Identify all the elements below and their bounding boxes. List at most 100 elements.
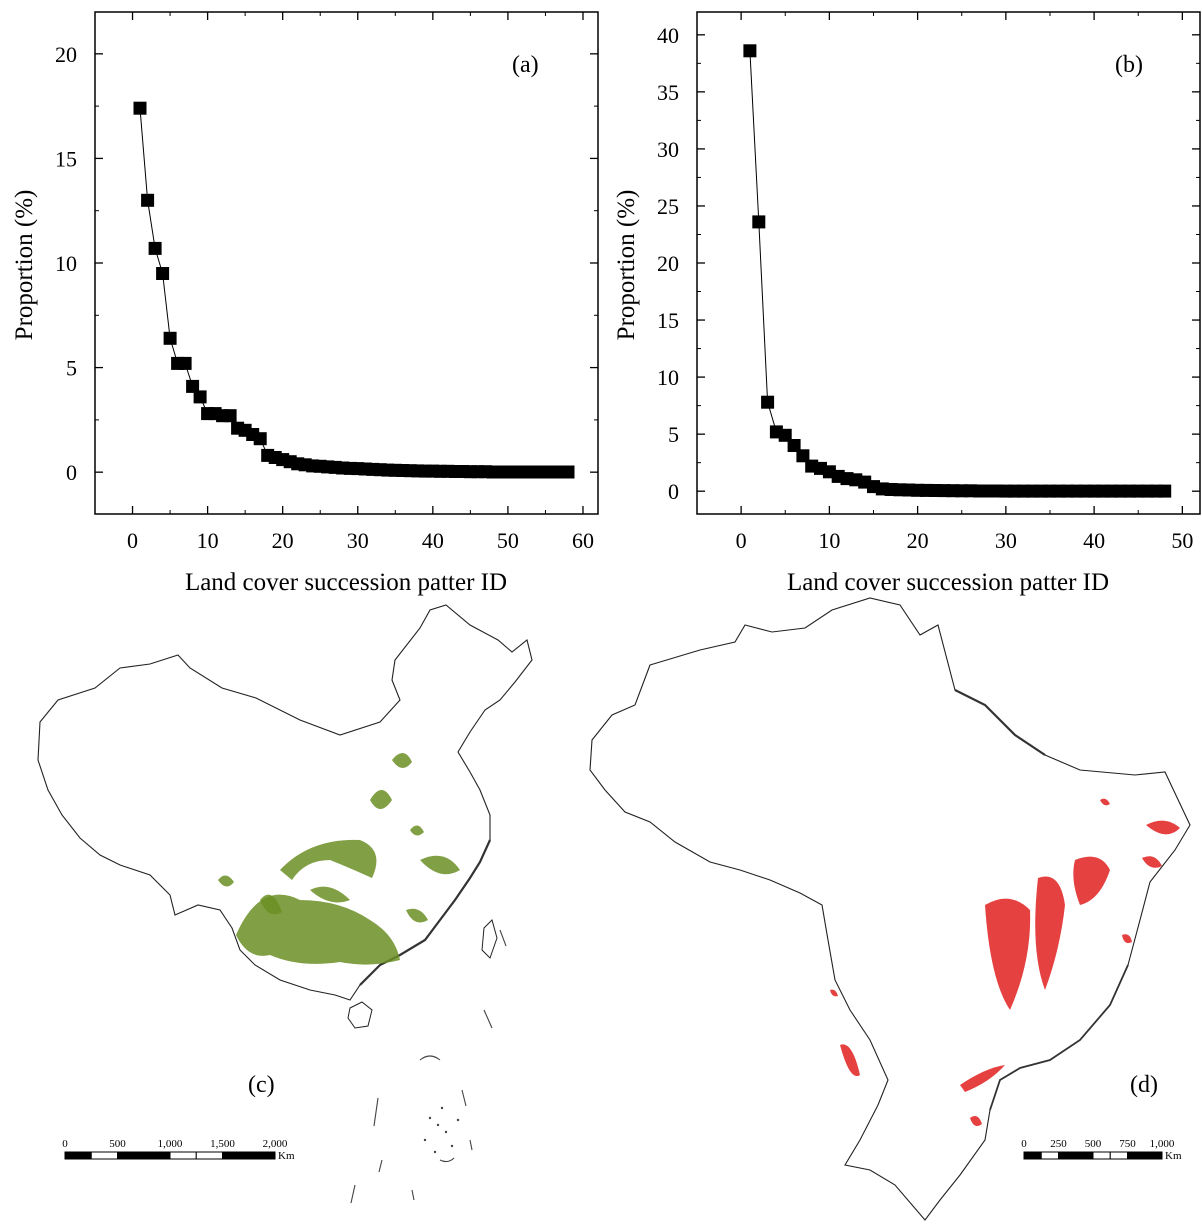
chart-b-x-tick-label: 40 — [1083, 528, 1105, 553]
chart-b-data-point — [796, 449, 810, 463]
map-d-scale-segment — [1023, 1151, 1042, 1160]
chart-b-y-tick-label: 25 — [657, 194, 679, 219]
china-south-sea-dots — [423, 1106, 460, 1154]
brazil-highlight-area — [830, 798, 1180, 1126]
chart-b-x-tick-label: 0 — [736, 528, 747, 553]
chart-a-y-axis-title: Proportion (%) — [11, 190, 38, 341]
map-c-scale-label: 1,500 — [210, 1138, 235, 1150]
chart-a-x-axis-title: Land cover succession patter ID — [185, 569, 507, 596]
chart-b-data-point — [787, 439, 801, 452]
map-d-scale-segment — [1075, 1151, 1094, 1160]
china-south-sea-islands — [350, 929, 507, 1204]
chart-a-data-point — [223, 409, 237, 423]
chart-b-data-point — [1158, 484, 1172, 498]
brazil-outline — [589, 597, 1191, 1221]
chart-b-data-point — [743, 44, 757, 58]
map-d-scale-segment — [1058, 1151, 1077, 1160]
map-d-scale-segment — [1127, 1151, 1146, 1160]
chart-a-x-tick-label: 40 — [422, 528, 444, 553]
chart-b-x-axis-title: Land cover succession patter ID — [787, 569, 1109, 596]
china-highlight-area — [218, 752, 460, 965]
chart-a-x-tick-label: 30 — [347, 528, 369, 553]
chart-b-y-tick-label: 15 — [657, 308, 679, 333]
chart-a-data-point — [561, 465, 575, 479]
chart-a-data-point — [253, 432, 267, 446]
map-c-scale-segment — [195, 1151, 223, 1160]
chart-b-y-tick-label: 0 — [668, 479, 679, 504]
chart-b-series-line — [749, 50, 1165, 492]
map-c-panel-label: (c) — [248, 1072, 275, 1098]
chart-a-data-point — [163, 331, 177, 345]
map-c-scale-segment — [64, 1151, 92, 1160]
map-c-scale-label: 500 — [109, 1138, 126, 1150]
china-outline — [37, 604, 533, 1001]
chart-b-frame — [696, 11, 1201, 515]
chart-b-y-tick-label: 20 — [657, 251, 679, 276]
chart-b-y-tick-label: 40 — [657, 23, 679, 48]
chart-b-x-ticks: 0 10 20 30 40 50 — [696, 12, 1193, 553]
chart-b-data-point — [761, 395, 775, 409]
chart-b-y-tick-label: 30 — [657, 137, 679, 162]
chart-a-x-ticks: 0 10 20 30 40 50 60 — [94, 12, 594, 553]
map-d-scale-segment — [1040, 1151, 1059, 1160]
chart-a-data-point — [178, 356, 192, 370]
chart-b-x-tick-label: 10 — [818, 528, 840, 553]
map-d-scale-segment — [1144, 1151, 1163, 1160]
chart-a: (a) 0 10 20 30 40 50 60 0 5 10 15 20 Land cover su… — [11, 11, 599, 596]
chart-a-y-tick-label: 5 — [66, 356, 77, 381]
chart-b-x-tick-label: 50 — [1171, 528, 1193, 553]
chart-b-y-tick-label: 5 — [668, 422, 679, 447]
map-d-scale-segment — [1092, 1151, 1111, 1160]
chart-b-y-tick-label: 35 — [657, 80, 679, 105]
map-c-scale-label: 0 — [62, 1138, 68, 1150]
map-c-scale-segment — [117, 1151, 145, 1160]
china-island-hainan — [347, 1001, 373, 1029]
map-d-scale-label: 0 — [1021, 1138, 1027, 1150]
brazil-coastline-north — [954, 689, 1046, 756]
chart-b-y-axis-title: Proportion (%) — [613, 190, 640, 341]
map-d-scale-label: 750 — [1119, 1138, 1136, 1150]
chart-a-data-point — [156, 267, 170, 280]
chart-b-y-tick-label: 10 — [657, 365, 679, 390]
chart-b-x-tick-label: 20 — [907, 528, 929, 553]
chart-b-data-point — [778, 428, 792, 442]
chart-a-data-point — [133, 101, 147, 115]
brazil-coastline-southeast — [989, 964, 1129, 1111]
chart-a-series — [133, 101, 575, 479]
chart-b-panel-label: (b) — [1115, 52, 1143, 78]
map-d-scale-unit: Km — [1165, 1150, 1182, 1162]
chart-a-data-point — [193, 390, 207, 404]
chart-a-panel-label: (a) — [512, 52, 539, 78]
chart-a-y-tick-label: 20 — [55, 42, 77, 67]
map-c-scale-segment — [90, 1151, 118, 1160]
map-c-scale-unit: Km — [278, 1150, 295, 1162]
china-island-taiwan — [481, 919, 498, 959]
chart-b-series — [743, 44, 1172, 498]
chart-a-y-tick-label: 15 — [55, 146, 77, 171]
chart-a-x-tick-label: 20 — [272, 528, 294, 553]
chart-b-x-tick-label: 30 — [995, 528, 1017, 553]
map-d-scale-label: 1,000 — [1150, 1138, 1175, 1150]
map-c-scale-label: 2,000 — [263, 1138, 288, 1150]
map-c-scale-label: 1,000 — [158, 1138, 183, 1150]
chart-a-y-tick-label: 0 — [66, 460, 77, 485]
map-d-panel-label: (d) — [1130, 1072, 1158, 1098]
chart-a-x-tick-label: 0 — [127, 528, 138, 553]
chart-a-data-point — [148, 241, 162, 255]
chart-a-y-ticks: 0 5 10 15 20 — [55, 42, 598, 485]
chart-b: (b) 0 10 20 30 40 50 0 5 10 15 20 25 30 35 40 Land co… — [613, 11, 1201, 596]
map-d-scale-label: 250 — [1050, 1138, 1067, 1150]
map-c-scale-segment — [248, 1151, 276, 1160]
chart-b-data-point — [752, 215, 766, 229]
chart-a-frame — [94, 11, 599, 515]
chart-a-data-point — [141, 193, 155, 207]
chart-a-x-tick-label: 50 — [497, 528, 519, 553]
chart-a-x-tick-label: 60 — [572, 528, 594, 553]
map-d-scale-segment — [1109, 1151, 1128, 1160]
map-c-scale-segment — [143, 1151, 171, 1160]
